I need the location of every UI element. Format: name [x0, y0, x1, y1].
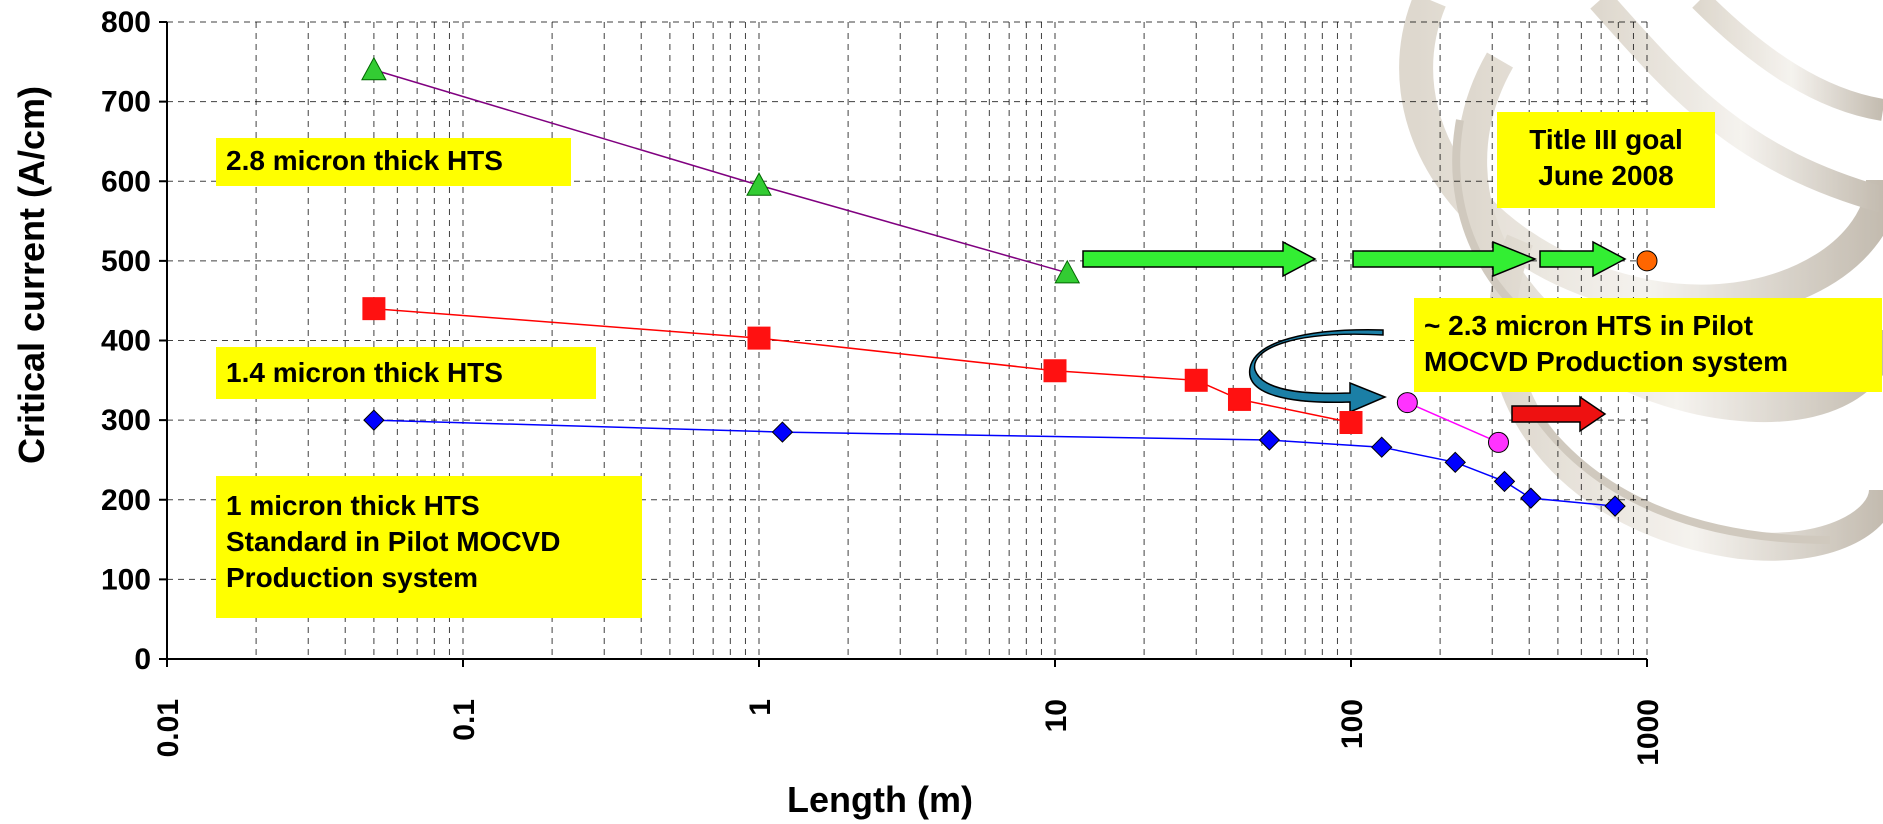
square-marker [1184, 368, 1208, 392]
diamond-marker [363, 409, 385, 431]
x-tick-label: 10 [1040, 699, 1073, 732]
circle-marker [1487, 431, 1509, 453]
y-tick-label: 500 [101, 245, 151, 278]
x-tick-label: 0.1 [448, 699, 481, 741]
series-0 [361, 56, 1081, 284]
triangle-marker [1054, 259, 1081, 284]
label-2-3-micron: ~ 2.3 micron HTS in Pilot MOCVD Producti… [1414, 298, 1882, 392]
series-1 [362, 297, 1363, 435]
series-4 [1636, 250, 1658, 272]
series-line-3 [1407, 401, 1499, 444]
red-arrow [1511, 395, 1607, 433]
diamond-marker [1258, 429, 1281, 451]
x-tick-label: 1 [744, 699, 777, 716]
data-series [361, 56, 1658, 517]
diamond-marker [1604, 495, 1626, 517]
y-tick-label: 200 [101, 484, 151, 517]
green-arrow-2 [1352, 240, 1537, 278]
y-tick-label: 400 [101, 325, 151, 358]
circle-marker [1636, 250, 1658, 272]
square-marker [1227, 387, 1251, 411]
y-tick-label: 300 [101, 404, 151, 437]
diamond-marker [771, 421, 794, 443]
diamond-marker [1371, 436, 1393, 458]
diamond-marker [1444, 451, 1466, 474]
triangle-marker [361, 56, 387, 81]
circle-marker [1396, 392, 1418, 414]
x-axis-title: Length (m) [787, 779, 973, 820]
green-arrow-3 [1539, 240, 1627, 278]
square-marker [1339, 411, 1363, 435]
series-line-1 [373, 307, 1352, 424]
square-marker [1043, 359, 1067, 383]
y-tick-label: 100 [101, 563, 151, 596]
label-2-8-micron: 2.8 micron thick HTS [216, 138, 571, 186]
x-tick-label: 1000 [1632, 699, 1665, 766]
label-1-4-micron: 1.4 micron thick HTS [216, 347, 596, 399]
square-marker [747, 326, 771, 350]
diamond-marker [1520, 487, 1542, 509]
diamond-marker [1493, 470, 1516, 493]
series-3 [1396, 392, 1509, 453]
y-tick-label: 800 [101, 6, 151, 39]
y-axis-title: Critical current (A/cm) [11, 86, 52, 464]
triangle-marker [746, 172, 772, 196]
label-1-micron: 1 micron thick HTS Standard in Pilot MOC… [216, 476, 642, 618]
y-tick-label: 0 [134, 643, 151, 676]
y-tick-label: 700 [101, 86, 151, 119]
x-tick-label: 100 [1336, 699, 1369, 749]
label-title-iii-goal: Title III goal June 2008 [1497, 112, 1715, 208]
curved-arrow [1249, 329, 1387, 414]
series-2 [363, 409, 1626, 517]
background-ribbon-image [1399, 0, 1883, 561]
tick-labels: 0 100 200 300 400 500 600 700 800 0.01 0.1 1 10 100 10… [101, 6, 1665, 766]
y-tick-label: 600 [101, 165, 151, 198]
green-arrow-1 [1082, 240, 1317, 278]
x-tick-label: 0.01 [152, 699, 185, 757]
square-marker [362, 297, 386, 321]
